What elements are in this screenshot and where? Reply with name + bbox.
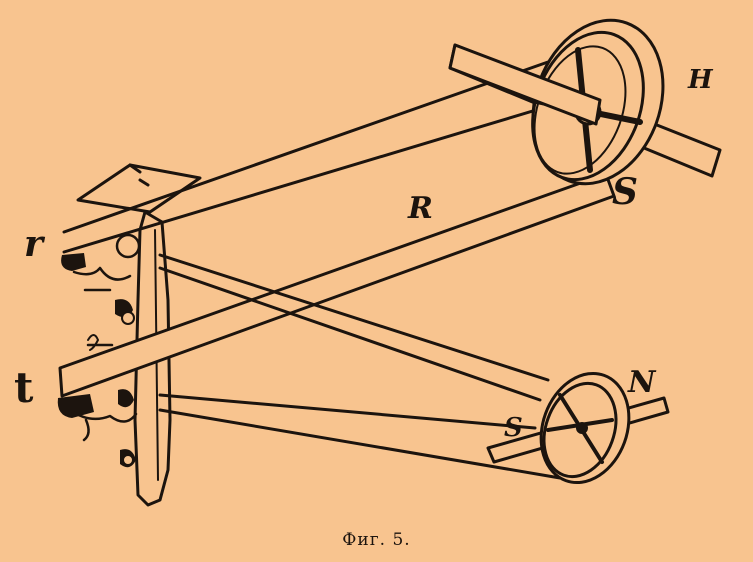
figure-caption: Фиг. 5.	[342, 530, 411, 550]
label-R: R	[407, 191, 433, 226]
belt-open-upper	[62, 60, 558, 254]
label-S-upper: S	[612, 171, 638, 213]
label-S-lower: S	[504, 413, 523, 443]
belt-open-lower	[158, 393, 562, 480]
belt-crossed-lower	[158, 253, 550, 402]
large-pulley-H	[448, 18, 722, 186]
label-N: N	[627, 365, 657, 400]
label-H: H	[687, 65, 714, 95]
small-pulley-N	[486, 371, 670, 485]
label-t: t	[14, 363, 34, 412]
belt-crossed-R	[58, 172, 616, 398]
lower-short-pulley-t	[57, 394, 138, 442]
label-r: r	[24, 223, 46, 265]
upper-short-pulley-r	[61, 233, 141, 281]
